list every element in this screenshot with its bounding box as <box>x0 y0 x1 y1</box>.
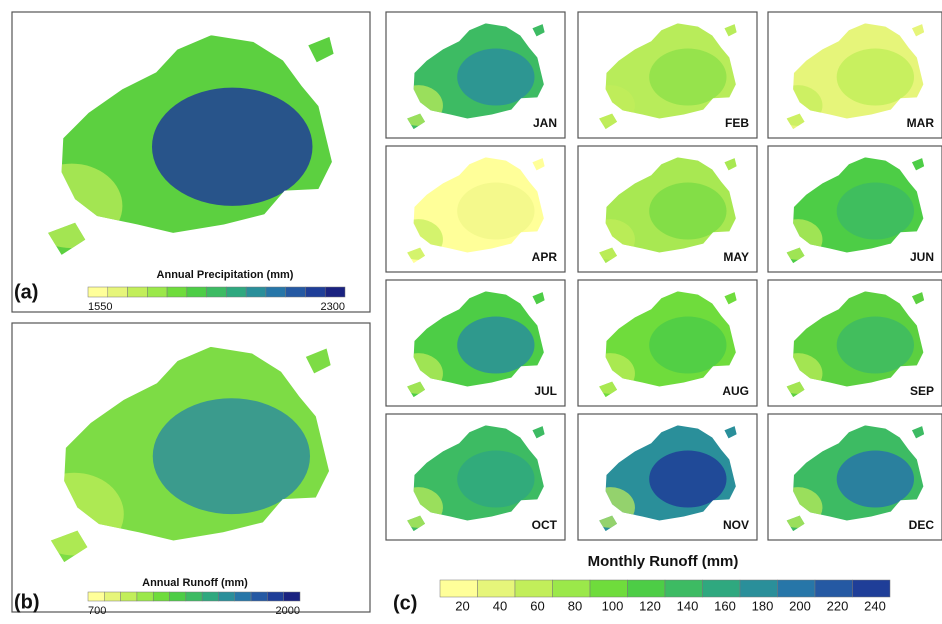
month-label: MAR <box>907 116 935 130</box>
panel-label: (c) <box>393 592 417 614</box>
colorbar-swatch <box>283 591 301 602</box>
map-core <box>836 182 914 240</box>
colorbar-swatch <box>234 591 252 602</box>
colorbar-swatch <box>218 591 236 602</box>
colorbar-swatch <box>245 286 267 298</box>
colorbar-swatch <box>169 591 187 602</box>
colorbar-swatch <box>739 579 778 598</box>
colorbar-swatch <box>107 286 128 298</box>
colorbar-tick-label: 2300 <box>321 301 345 313</box>
colorbar-tick-label: 40 <box>493 598 507 613</box>
colorbar-swatch <box>265 286 286 298</box>
colorbar-tick-label: 180 <box>752 598 774 613</box>
colorbar-tick-label: 140 <box>677 598 699 613</box>
colorbar-swatch <box>552 579 591 598</box>
colorbar-swatch <box>87 286 109 298</box>
month-label: JUN <box>910 250 934 264</box>
colorbar-tick-label: 1550 <box>88 301 112 313</box>
colorbar-tick-label: 60 <box>530 598 544 613</box>
month-label: AUG <box>722 384 749 398</box>
colorbar-swatch <box>127 286 148 298</box>
colorbar-swatch <box>206 286 227 298</box>
colorbar-swatch <box>152 591 170 602</box>
colorbar-swatch <box>226 286 247 298</box>
colorbar-swatch <box>147 286 168 298</box>
month-label: JUL <box>534 384 557 398</box>
colorbar-swatch <box>305 286 326 298</box>
colorbar-swatch <box>477 579 516 598</box>
colorbar-swatch <box>285 286 306 298</box>
colorbar-swatch <box>589 579 628 598</box>
colorbar-swatch <box>120 591 138 602</box>
month-label: OCT <box>532 518 558 532</box>
map-core <box>151 87 313 206</box>
map-core <box>836 450 914 508</box>
colorbar-tick-label: 80 <box>568 598 582 613</box>
colorbar-swatch <box>166 286 188 298</box>
colorbar-tick-label: 20 <box>455 598 469 613</box>
colorbar-swatch <box>250 591 268 602</box>
colorbar-swatch <box>439 579 478 598</box>
map-core <box>836 316 914 374</box>
colorbar-swatch <box>201 591 219 602</box>
map-core <box>457 48 535 106</box>
map-core <box>649 48 727 106</box>
colorbar-title: Annual Runoff (mm) <box>142 577 248 589</box>
month-label: SEP <box>910 384 934 398</box>
colorbar-swatch <box>185 591 203 602</box>
colorbar-swatch <box>324 286 346 298</box>
map-core <box>457 450 535 508</box>
map-core <box>649 316 727 374</box>
map-core <box>649 182 727 240</box>
map-core <box>649 450 727 508</box>
colorbar-swatch <box>852 579 891 598</box>
colorbar-tick-label: 120 <box>639 598 661 613</box>
colorbar-title: Annual Precipitation (mm) <box>157 269 294 281</box>
month-label: FEB <box>725 116 749 130</box>
colorbar-tick-label: 700 <box>88 605 106 617</box>
map-core <box>457 316 535 374</box>
colorbar-swatch <box>777 579 816 598</box>
colorbar-swatch <box>627 579 666 598</box>
map-core <box>836 48 914 106</box>
colorbar-tick-label: 160 <box>714 598 736 613</box>
panel-label: (b) <box>14 591 40 613</box>
colorbar-tick-label: 100 <box>602 598 624 613</box>
colorbar-tick-label: 2000 <box>276 605 300 617</box>
panel-label: (a) <box>14 281 38 303</box>
month-label: DEC <box>909 518 935 532</box>
colorbar-swatch <box>702 579 741 598</box>
colorbar-swatch <box>87 591 105 602</box>
colorbar-swatch <box>664 579 703 598</box>
colorbar-swatch <box>814 579 853 598</box>
colorbar-swatch <box>514 579 553 598</box>
colorbar-tick-label: 240 <box>864 598 886 613</box>
colorbar-tick-label: 200 <box>789 598 811 613</box>
colorbar-swatch <box>104 591 121 602</box>
map-core <box>152 398 310 515</box>
month-label: NOV <box>723 518 749 532</box>
colorbar-title: Monthly Runoff (mm) <box>588 553 739 570</box>
colorbar-swatch <box>136 591 154 602</box>
colorbar-swatch <box>267 591 284 602</box>
month-label: APR <box>532 250 558 264</box>
colorbar-tick-label: 220 <box>827 598 849 613</box>
colorbar-swatch <box>186 286 207 298</box>
map-core <box>457 182 535 240</box>
month-label: JAN <box>533 116 557 130</box>
month-label: MAY <box>723 250 749 264</box>
